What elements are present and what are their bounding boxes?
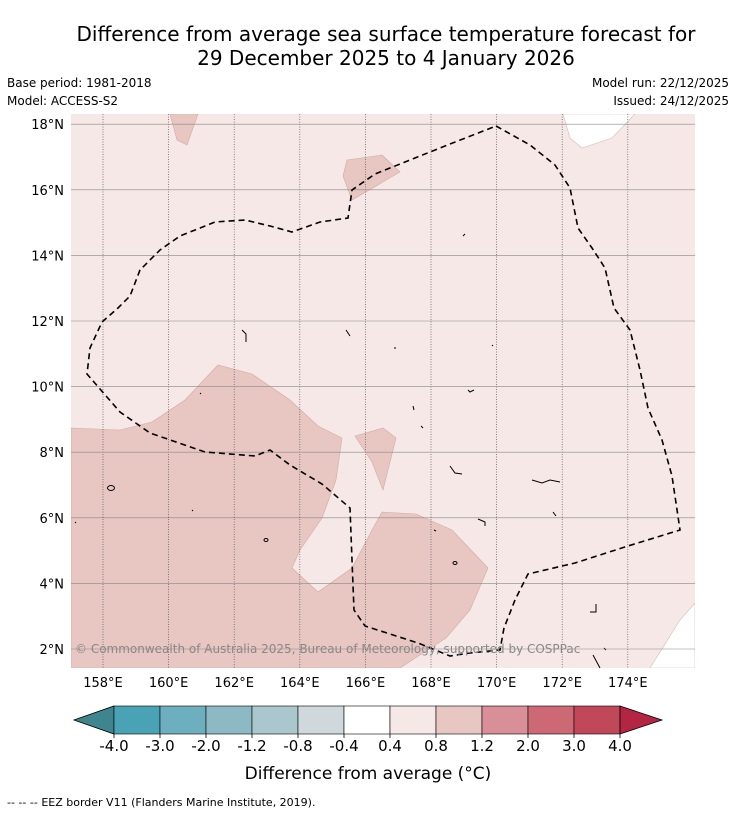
island-outline bbox=[345, 329, 351, 337]
colorbar-segment bbox=[205, 705, 253, 735]
base-period-text: Base period: 1981-2018 bbox=[7, 76, 152, 90]
latitude-tick-label: 18°N bbox=[31, 118, 64, 133]
issued-text: Issued: 24/12/2025 bbox=[613, 94, 729, 108]
island-outline bbox=[74, 521, 77, 524]
longitude-tick-label: 166°E bbox=[346, 676, 386, 691]
colorbar-tick-label: 3.0 bbox=[562, 737, 586, 755]
longitude-tick-label: 158°E bbox=[83, 676, 123, 691]
anomaly-region-warm-southwest bbox=[71, 364, 489, 668]
title-line-2: 29 December 2025 to 4 January 2026 bbox=[197, 46, 575, 70]
colorbar-tick-label: 0.8 bbox=[424, 737, 448, 755]
longitude-tick-label: 164°E bbox=[280, 676, 320, 691]
longitude-tick-label: 172°E bbox=[542, 676, 582, 691]
latitude-labels: 2°N 4°N 6°N 8°N 10°N 12°N 14°N 16°N 18°N bbox=[31, 118, 64, 658]
colorbar-tick-label: 0.4 bbox=[378, 737, 402, 755]
colorbar-segment bbox=[527, 705, 575, 735]
longitude-labels: 158°E 160°E 162°E 164°E 166°E 168°E 170°E 172°E… bbox=[83, 676, 647, 691]
colorbar-under-arrow bbox=[72, 705, 115, 735]
colorbar-segment bbox=[389, 705, 437, 735]
meta-left: Base period: 1981-2018 Model: ACCESS-S2 bbox=[7, 74, 152, 110]
colorbar-segment bbox=[343, 705, 391, 735]
island-outline bbox=[452, 561, 458, 565]
colorbar-segment bbox=[481, 705, 529, 735]
latitude-tick-label: 6°N bbox=[40, 512, 65, 527]
island-outline bbox=[462, 233, 466, 237]
island-outline bbox=[590, 604, 597, 613]
anomaly-region-low-top-right bbox=[562, 114, 636, 149]
latitude-tick-label: 10°N bbox=[31, 381, 64, 396]
colorbar-tick-label: -2.0 bbox=[191, 737, 220, 755]
island-outline bbox=[191, 509, 194, 512]
model-text: Model: ACCESS-S2 bbox=[7, 94, 119, 108]
title-line-1: Difference from average sea surface temp… bbox=[76, 22, 696, 46]
island-outline bbox=[263, 538, 269, 542]
colorbar-tick-label: -0.8 bbox=[283, 737, 312, 755]
island-outline bbox=[491, 344, 494, 347]
island-outline bbox=[412, 405, 415, 411]
latitude-tick-label: 4°N bbox=[40, 577, 65, 592]
longitude-tick-label: 168°E bbox=[411, 676, 451, 691]
longitude-tick-label: 174°E bbox=[608, 676, 648, 691]
model-run-text: Model run: 22/12/2025 bbox=[591, 76, 729, 90]
colorbar-segment bbox=[251, 705, 299, 735]
footer-legend: -- -- -- EEZ border V11 (Flanders Marine… bbox=[7, 796, 315, 810]
island-outline bbox=[420, 425, 424, 429]
island-outline bbox=[433, 529, 437, 532]
chart-title: Difference from average sea surface temp… bbox=[0, 22, 736, 70]
colorbar-segment bbox=[297, 705, 345, 735]
island-outline bbox=[477, 518, 486, 526]
colorbar-tick-label: -3.0 bbox=[145, 737, 174, 755]
longitude-tick-label: 162°E bbox=[214, 676, 254, 691]
anomaly-region-low-bottom-right bbox=[649, 602, 695, 668]
island-outline bbox=[531, 479, 561, 484]
colorbar-segment bbox=[159, 705, 207, 735]
map-panel: © Commonwealth of Australia 2025, Bureau… bbox=[71, 114, 695, 668]
longitude-tick-label: 170°E bbox=[477, 676, 517, 691]
colorbar-segment bbox=[573, 705, 621, 735]
colorbar-segment bbox=[113, 705, 161, 735]
island-outline bbox=[107, 485, 115, 491]
eez-border bbox=[86, 125, 681, 657]
island-outline bbox=[449, 465, 463, 475]
latitude-tick-label: 2°N bbox=[40, 643, 65, 658]
latitude-tick-label: 12°N bbox=[31, 315, 64, 330]
island-outline bbox=[199, 392, 202, 395]
colorbar-tick-label: -1.2 bbox=[237, 737, 266, 755]
colorbar-tick-label: 2.0 bbox=[516, 737, 540, 755]
eez-legend-text: EEZ border V11 (Flanders Marine Institut… bbox=[41, 796, 316, 809]
latitude-tick-label: 8°N bbox=[40, 446, 65, 461]
colorbar-tick-label: 1.2 bbox=[470, 737, 494, 755]
colorbar-tick-label: -0.4 bbox=[329, 737, 358, 755]
colorbar-over-arrow bbox=[619, 705, 664, 735]
colorbar-tick-label: -4.0 bbox=[99, 737, 128, 755]
eez-legend-symbol: -- -- -- bbox=[7, 796, 38, 809]
gridlines bbox=[71, 114, 695, 668]
latitude-tick-label: 16°N bbox=[31, 184, 64, 199]
anomaly-region-warm-north bbox=[342, 154, 401, 201]
meta-right: Model run: 22/12/2025 Issued: 24/12/2025 bbox=[592, 74, 729, 110]
island-outline bbox=[241, 329, 247, 342]
island-outline bbox=[552, 511, 557, 517]
colorbar-segment bbox=[435, 705, 483, 735]
latitude-tick-label: 14°N bbox=[31, 249, 64, 264]
anomaly-region-warm-top bbox=[169, 114, 199, 146]
colorbar-tick-label: 4.0 bbox=[608, 737, 632, 755]
island-outline bbox=[592, 654, 601, 668]
colorbar: -4.0 -3.0 -2.0 -1.2 -0.8 -0.4 0.4 0.8 1.2 2.0 3.0 4… bbox=[72, 705, 664, 755]
anomaly-region-warm-central bbox=[354, 427, 397, 491]
colorbar-title: Difference from average (°C) bbox=[244, 764, 492, 784]
island-outline bbox=[467, 389, 475, 393]
copyright-text: © Commonwealth of Australia 2025, Bureau… bbox=[75, 642, 580, 656]
longitude-tick-label: 160°E bbox=[149, 676, 189, 691]
